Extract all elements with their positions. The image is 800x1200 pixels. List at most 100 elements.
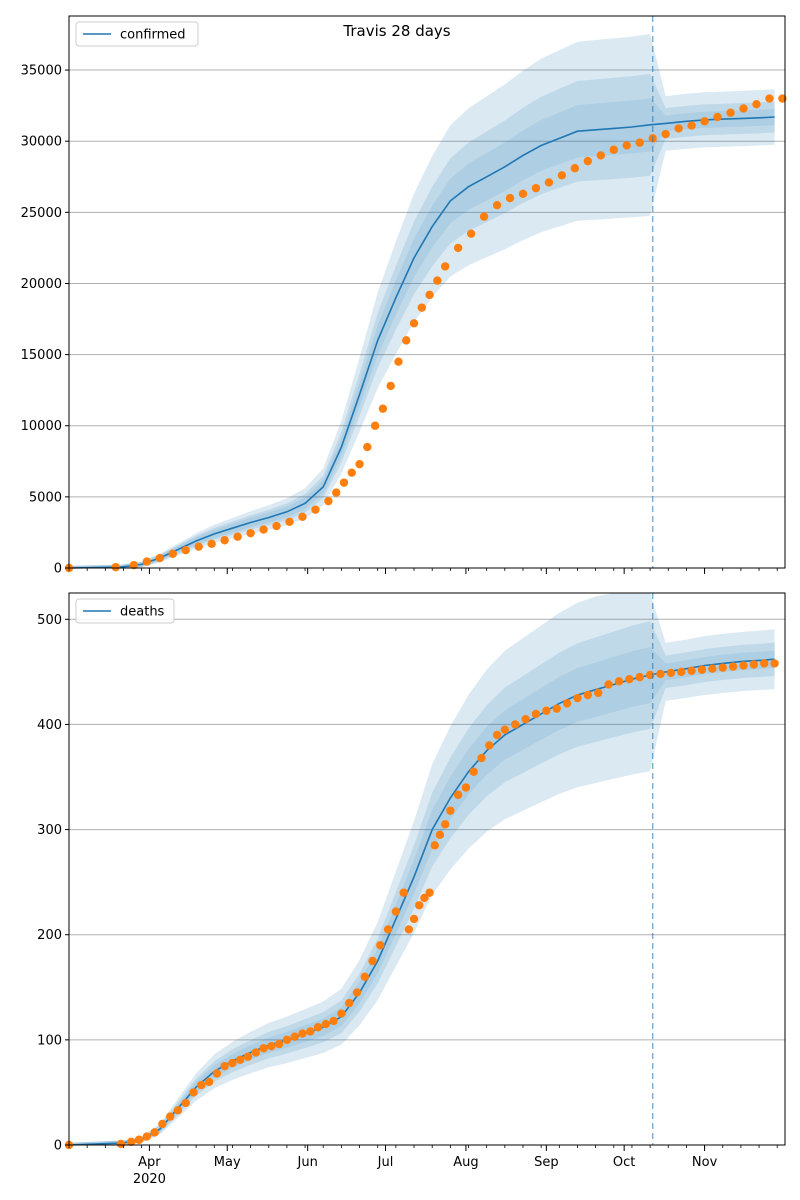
observed-point: [749, 660, 759, 669]
observed-point: [420, 893, 429, 903]
observed-point: [360, 972, 369, 981]
observed-point: [518, 189, 528, 199]
observed-point: [466, 229, 476, 238]
observed-point: [332, 488, 341, 497]
chart-title: Travis 28 days: [342, 22, 450, 40]
observed-point: [228, 1058, 237, 1068]
observed-point: [505, 193, 515, 203]
observed-point: [368, 956, 377, 966]
observed-point: [726, 108, 735, 117]
observed-point: [446, 806, 455, 815]
observed-point: [298, 512, 307, 521]
uncertainty-band: [69, 593, 775, 1145]
observed-point: [409, 319, 419, 328]
model-line: [68, 116, 775, 569]
x-year-label: 2020: [133, 1172, 166, 1187]
observed-point: [521, 714, 530, 724]
observed-point: [243, 1052, 253, 1061]
y-tick-label: 30000: [21, 135, 62, 150]
observed-point: [394, 357, 403, 366]
x-tick-label: Jul: [377, 1155, 394, 1170]
observed-point: [233, 532, 242, 541]
observed-point: [189, 1088, 198, 1097]
observed-point: [236, 1055, 245, 1065]
observed-point: [344, 998, 354, 1008]
observed-point: [492, 730, 502, 740]
observed-point: [197, 1080, 206, 1090]
observed-point: [425, 290, 434, 300]
uncertainty-band: [69, 98, 775, 569]
observed-point: [479, 212, 489, 221]
observed-point: [752, 100, 761, 109]
observed-point: [267, 1041, 276, 1051]
observed-point: [376, 941, 385, 950]
y-tick-label: 0: [54, 1139, 62, 1154]
observed-point: [212, 1069, 222, 1078]
observed-point: [402, 336, 411, 345]
observed-point: [485, 741, 494, 750]
plot-frame: [68, 15, 786, 569]
observed-point: [165, 1112, 175, 1121]
observed-point: [290, 1032, 299, 1041]
observed-point: [477, 753, 486, 763]
legend-box: [75, 21, 199, 47]
observed-point: [425, 888, 434, 897]
observed-point: [111, 562, 120, 572]
observed-point: [765, 94, 774, 103]
observed-point: [674, 124, 683, 133]
observed-point: [461, 783, 471, 792]
y-tick-label: 25000: [21, 206, 62, 221]
observed-point: [274, 1039, 284, 1049]
observed-point: [596, 151, 606, 160]
observed-point: [399, 888, 408, 897]
observed-point: [404, 925, 414, 934]
observed-point: [391, 907, 401, 916]
observed-point: [511, 720, 520, 729]
observed-point: [363, 442, 372, 452]
uncertainty-band: [69, 34, 775, 568]
observed-point: [155, 553, 164, 563]
y-tick-label: 35000: [21, 64, 62, 79]
observed-point: [324, 496, 333, 506]
observed-point: [370, 421, 380, 430]
observed-point: [625, 675, 634, 684]
observed-point: [609, 145, 618, 154]
observed-point: [352, 988, 362, 997]
observed-point: [430, 841, 439, 850]
observed-point: [168, 549, 177, 558]
observed-point: [272, 521, 281, 531]
y-tick-label: 400: [37, 718, 62, 733]
observed-point: [329, 1016, 338, 1026]
observed-point: [204, 1077, 214, 1087]
observed-point: [355, 459, 364, 469]
observed-point: [194, 542, 203, 551]
observed-point: [700, 117, 709, 126]
uncertainty-band: [69, 621, 775, 1145]
observed-point: [181, 546, 190, 555]
observed-point: [453, 790, 463, 800]
observed-point: [150, 1128, 159, 1137]
observed-point: [142, 1132, 152, 1141]
observed-point: [339, 478, 349, 487]
observed-point: [440, 820, 450, 829]
observed-point: [129, 560, 139, 570]
observed-point: [378, 404, 388, 413]
observed-point: [383, 925, 393, 934]
observed-point: [760, 659, 769, 668]
observed-point: [677, 667, 686, 677]
observed-point: [573, 693, 582, 703]
observed-point: [697, 665, 707, 674]
observed-point: [718, 663, 727, 672]
observed-point: [635, 672, 644, 682]
y-tick-label: 200: [37, 928, 62, 943]
observed-point: [453, 243, 463, 253]
observed-point: [220, 1061, 229, 1071]
observed-point: [739, 661, 748, 670]
legend-label: deaths: [120, 605, 165, 620]
observed-point: [531, 709, 541, 719]
observed-point: [552, 704, 561, 713]
observed-point: [433, 276, 442, 285]
observed-point: [687, 121, 696, 130]
observed-point: [614, 677, 624, 686]
